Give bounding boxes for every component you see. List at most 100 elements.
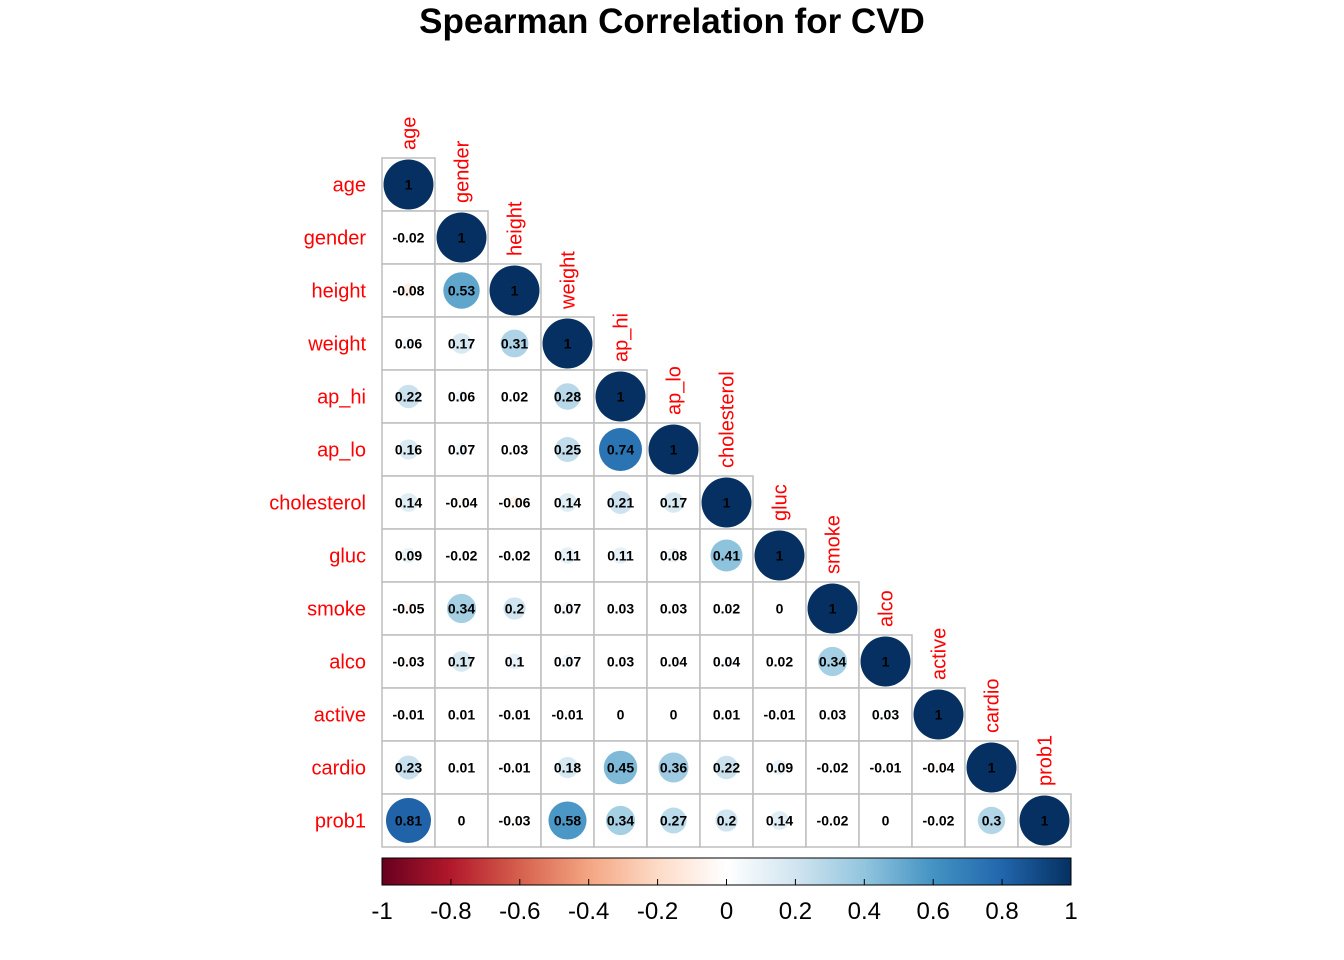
row-label-active: active: [314, 705, 366, 727]
corr-value-ap_hi-ap_hi: 1: [617, 389, 625, 405]
col-label-height: height: [505, 201, 527, 256]
corr-value-alco-gender: 0.17: [448, 654, 475, 670]
corr-value-smoke-cholesterol: 0.02: [713, 601, 740, 617]
corr-value-alco-ap_hi: 0.03: [607, 654, 634, 670]
corr-value-weight-height: 0.31: [501, 336, 528, 352]
corr-value-ap_lo-height: 0.03: [501, 442, 528, 458]
corr-value-cholesterol-cholesterol: 1: [723, 495, 731, 511]
corr-value-cardio-ap_lo: 0.36: [660, 760, 687, 776]
corr-value-active-weight: -0.01: [552, 707, 584, 723]
corr-value-ap_lo-age: 0.16: [395, 442, 422, 458]
col-label-cardio: cardio: [982, 679, 1004, 733]
row-label-height: height: [312, 281, 367, 303]
corr-value-cardio-gluc: 0.09: [766, 760, 793, 776]
corr-value-active-cholesterol: 0.01: [713, 707, 740, 723]
colorbar-tick-label: -0.2: [637, 898, 678, 925]
corr-circle-cardio-smoke: [828, 763, 837, 772]
corr-circle-active-age: [406, 712, 411, 717]
corr-circle-height-gender: [443, 272, 480, 309]
corr-value-cholesterol-weight: 0.14: [554, 495, 581, 511]
colorbar-tick-label: -1: [371, 898, 392, 925]
corr-circle-prob1-age: [386, 798, 431, 843]
corr-value-active-smoke: 0.03: [819, 707, 846, 723]
corr-circle-alco-gender: [451, 651, 472, 672]
corr-value-smoke-weight: 0.07: [554, 601, 581, 617]
corr-value-alco-height: 0.1: [505, 654, 525, 670]
corr-value-smoke-gender: 0.34: [448, 601, 475, 617]
corr-circle-prob1-height: [510, 816, 519, 825]
col-label-age: age: [399, 117, 421, 150]
col-label-weight: weight: [558, 251, 580, 310]
corr-value-weight-gender: 0.17: [448, 336, 475, 352]
corr-value-alco-weight: 0.07: [554, 654, 581, 670]
colorbar-tick-label: 0.6: [917, 898, 950, 925]
corr-value-smoke-ap_hi: 0.03: [607, 601, 634, 617]
corr-circle-ap_lo-weight: [555, 437, 580, 462]
corr-circle-alco-weight: [560, 654, 575, 669]
corr-circle-prob1-active: [934, 816, 943, 825]
corr-circle-cholesterol-gender: [456, 497, 467, 508]
corr-value-gluc-weight: 0.11: [554, 548, 581, 564]
corr-circle-gluc-cholesterol: [710, 539, 743, 572]
grid-cell-prob1-gender: [434, 793, 489, 848]
corr-value-ap_hi-age: 0.22: [395, 389, 422, 405]
corr-circle-prob1-cholesterol: [715, 809, 738, 832]
corr-value-smoke-gluc: 0: [776, 601, 784, 617]
corr-circle-ap_hi-age: [396, 384, 421, 409]
grid-cell-active-ap_lo: [646, 687, 701, 742]
row-label-gluc: gluc: [329, 546, 366, 568]
corr-circle-age-age: [383, 159, 434, 210]
corr-circle-active-height: [512, 712, 517, 717]
corr-circle-ap_hi-weight: [554, 383, 581, 410]
corr-value-ap_lo-gender: 0.07: [448, 442, 475, 458]
corr-circle-active-alco: [881, 710, 890, 719]
corr-value-prob1-cholesterol: 0.2: [717, 813, 737, 829]
corr-circle-cardio-cardio: [966, 742, 1017, 793]
corr-circle-prob1-smoke: [828, 816, 837, 825]
corr-circle-active-gender: [459, 712, 464, 717]
corr-circle-weight-gender: [451, 333, 472, 354]
corr-value-cardio-weight: 0.18: [554, 760, 581, 776]
corr-value-cardio-alco: -0.01: [870, 760, 902, 776]
corr-value-prob1-cardio: 0.3: [982, 813, 1002, 829]
corr-value-active-age: -0.01: [393, 707, 425, 723]
corr-circle-weight-height: [500, 329, 529, 358]
col-label-alco: alco: [876, 590, 898, 627]
corr-value-alco-cholesterol: 0.04: [713, 654, 740, 670]
corr-value-cardio-height: -0.01: [499, 760, 531, 776]
corr-value-gluc-ap_lo: 0.08: [660, 548, 687, 564]
corr-value-alco-alco: 1: [882, 654, 890, 670]
corr-circle-prob1-gluc: [770, 811, 789, 830]
corr-value-gender-gender: 1: [458, 230, 466, 246]
corr-value-alco-ap_lo: 0.04: [660, 654, 687, 670]
corr-value-prob1-weight: 0.58: [554, 813, 581, 829]
corr-circle-alco-ap_lo: [668, 656, 679, 667]
corr-value-active-ap_lo: 0: [670, 707, 678, 723]
corr-circle-smoke-height: [503, 597, 526, 620]
colorbar-tick-label: -0.8: [430, 898, 471, 925]
corr-value-cholesterol-ap_lo: 0.17: [660, 495, 687, 511]
corr-circle-smoke-age: [402, 602, 415, 615]
corr-value-alco-age: -0.03: [393, 654, 425, 670]
corr-circle-prob1-cardio: [977, 806, 1006, 835]
colorbar-tick-label: 0.4: [848, 898, 881, 925]
row-label-weight: weight: [307, 334, 366, 356]
colorbar-tick-label: 0: [720, 898, 733, 925]
corr-value-ap_lo-ap_hi: 0.74: [607, 442, 634, 458]
corr-circle-ap_lo-ap_hi: [598, 427, 643, 472]
corr-circle-gluc-ap_hi: [612, 547, 629, 564]
chart-title: Spearman Correlation for CVD: [419, 2, 925, 41]
colorbar-tick-label: -0.4: [568, 898, 609, 925]
corr-circle-cholesterol-height: [508, 496, 521, 509]
corr-value-cholesterol-age: 0.14: [395, 495, 422, 511]
corr-value-active-gluc: -0.01: [764, 707, 796, 723]
row-label-cholesterol: cholesterol: [269, 493, 366, 515]
corr-circle-ap_lo-age: [398, 439, 419, 460]
corr-circle-cholesterol-weight: [558, 493, 577, 512]
corr-value-cholesterol-ap_hi: 0.21: [607, 495, 634, 511]
col-label-ap_hi: ap_hi: [611, 313, 633, 362]
corr-circle-alco-smoke: [817, 646, 848, 677]
corr-value-cardio-smoke: -0.02: [817, 760, 849, 776]
corr-circle-alco-gluc: [775, 657, 784, 666]
corr-circle-alco-height: [506, 653, 523, 670]
